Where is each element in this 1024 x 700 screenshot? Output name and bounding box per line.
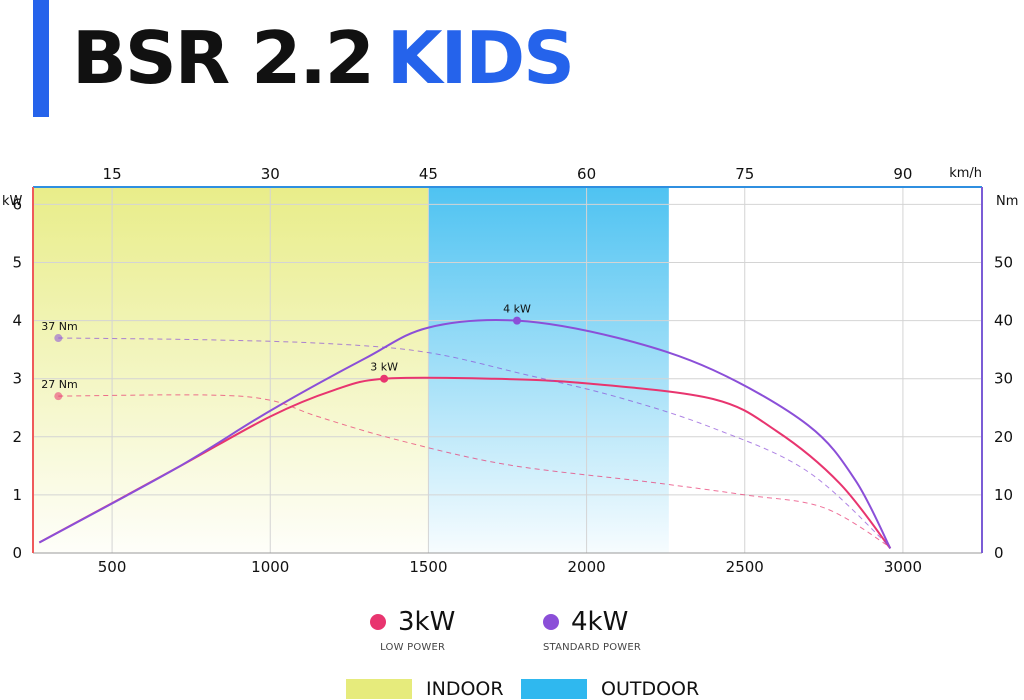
legend-3kw-sublabel: LOW POWER <box>380 642 446 653</box>
zone-indoor <box>33 187 429 553</box>
legend-4kw-label: 4kW <box>571 607 629 637</box>
torque-point-4kw-torque <box>54 334 63 343</box>
x2-tick-label: 60 <box>577 165 596 183</box>
series-line-3kw <box>38 376 892 550</box>
torque-point-3kw-torque <box>54 392 63 401</box>
y-tick-label: 5 <box>12 254 22 272</box>
x-tick-label: 2000 <box>567 558 605 576</box>
peak-label-4kw: 4 kW <box>503 303 531 316</box>
peak-label-3kw: 3 kW <box>370 361 398 374</box>
x-tick-label: 500 <box>98 558 127 576</box>
y2-tick-label: 50 <box>994 254 1013 272</box>
legend-item-4kw: 4kW STANDARD POWER <box>543 606 641 653</box>
y2-tick-label: 0 <box>994 544 1004 562</box>
x2-axis-unit: km/h <box>949 166 982 181</box>
legend-3kw-label: 3kW <box>398 607 456 637</box>
outdoor-swatch <box>521 679 587 699</box>
indoor-swatch <box>346 679 412 699</box>
legend-item-3kw: 3kW LOW POWER <box>370 606 455 653</box>
legend-zone-indoor: INDOOR <box>346 678 504 700</box>
y-tick-label: 6 <box>12 195 22 213</box>
page-title: BSR 2.2 KIDS <box>72 10 575 106</box>
x2-tick-label: 75 <box>735 165 754 183</box>
peak-point-4kw <box>512 316 521 325</box>
x2-tick-label: 45 <box>419 165 438 183</box>
y2-tick-label: 10 <box>994 486 1013 504</box>
torque-label-4kw-torque: 37 Nm <box>41 320 77 333</box>
outdoor-label: OUTDOOR <box>601 678 700 700</box>
zone-outdoor <box>428 187 669 553</box>
y2-tick-label: 20 <box>994 428 1013 446</box>
series-line-4kw-torque <box>58 337 891 548</box>
title-accent-bar <box>33 0 49 117</box>
series-line-4kw <box>38 319 892 549</box>
y-tick-label: 2 <box>12 428 22 446</box>
legend-3kw-dot-icon <box>370 614 386 630</box>
y-tick-label: 0 <box>12 544 22 562</box>
title-accent: KIDS <box>386 16 575 100</box>
legend-zone-outdoor: OUTDOOR <box>521 678 699 700</box>
legend-4kw-dot-icon <box>543 614 559 630</box>
y2-tick-label: 30 <box>994 370 1013 388</box>
y-tick-label: 3 <box>12 370 22 388</box>
y-tick-label: 4 <box>12 312 22 330</box>
x2-tick-label: 90 <box>893 165 912 183</box>
y2-axis-unit: Nm <box>996 194 1018 209</box>
legend-4kw-sublabel: STANDARD POWER <box>543 642 642 653</box>
x-tick-label: 1500 <box>409 558 447 576</box>
x-tick-label: 1000 <box>251 558 289 576</box>
x-tick-label: 2500 <box>726 558 764 576</box>
peak-point-3kw <box>380 374 389 383</box>
y-tick-label: 1 <box>12 486 22 504</box>
indoor-label: INDOOR <box>426 678 504 700</box>
y2-tick-label: 40 <box>994 312 1013 330</box>
y-axis-unit: kW <box>2 194 23 209</box>
x-tick-label: 3000 <box>884 558 922 576</box>
title-main: BSR 2.2 <box>72 16 375 100</box>
torque-label-3kw-torque: 27 Nm <box>41 378 77 391</box>
x2-tick-label: 30 <box>261 165 280 183</box>
x2-tick-label: 15 <box>103 165 122 183</box>
